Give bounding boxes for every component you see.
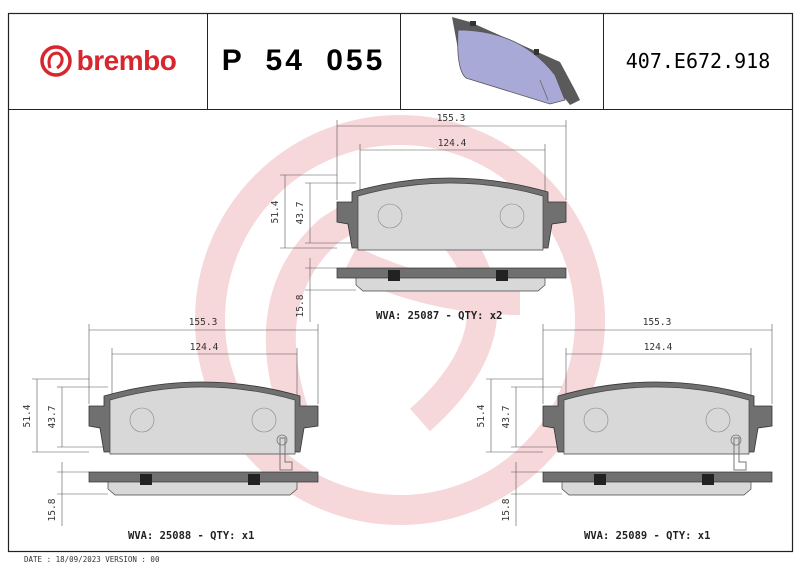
dim-height-friction: 43.7 [501,406,512,429]
dim-width-friction: 124.4 [190,342,219,353]
dim-width-overall: 155.3 [189,317,218,328]
pad-drawing-2: 155.3 124.4 51.4 43.7 15.8 [22,317,319,526]
wva-label-2: WVA: 25088 - QTY: x1 [128,530,255,542]
clip-tab [496,270,508,281]
clip-tab [702,474,714,485]
side-friction [561,481,752,496]
dim-width-friction: 124.4 [644,342,673,353]
friction-material [563,386,750,455]
brembo-logo-icon [39,45,72,77]
side-backplate [542,471,773,483]
hole-outline [583,407,609,433]
dim-width-friction: 124.4 [438,138,467,149]
pad-drawing-1: 155.3 124.4 51.4 43.7 15.8 [270,113,567,322]
clip-tab [594,474,606,485]
reference-code: 407.E672.918 [625,49,771,73]
part-number: P 54 055 [221,44,386,77]
side-friction [355,277,546,292]
clip-tab [388,270,400,281]
dim-width-overall: 155.3 [437,113,466,124]
hole-outline [705,407,731,433]
side-friction [107,481,298,496]
brand-logo: brembo [8,13,207,109]
dim-thickness: 15.8 [47,498,58,521]
dim-width-overall: 155.3 [643,317,672,328]
hole-outline [499,203,525,229]
pad-3d-image [452,17,580,105]
hole-outline [251,407,277,433]
wear-sensor-ring [276,434,288,446]
clip-tab [248,474,260,485]
dim-height-overall: 51.4 [270,200,281,223]
wva-label-1: WVA: 25087 - QTY: x2 [376,310,503,322]
wear-sensor-ring [730,434,742,446]
wva-label-3: WVA: 25089 - QTY: x1 [584,530,711,542]
footer-date-version: DATE : 18/09/2023 VERSION : 00 [24,555,160,564]
hole-outline [129,407,155,433]
clip-tab [140,474,152,485]
dim-thickness: 15.8 [501,498,512,521]
friction-material [109,386,296,455]
dim-height-overall: 51.4 [22,404,33,427]
side-backplate [88,471,319,483]
frame [7,12,794,553]
brand-name: brembo [76,45,177,76]
side-backplate [336,267,567,279]
hole-outline [377,203,403,229]
dim-thickness: 15.8 [295,294,306,317]
friction-material [357,182,544,251]
dim-height-friction: 43.7 [47,406,58,429]
wear-sensor-clip [733,437,747,471]
dim-height-friction: 43.7 [295,202,306,225]
wear-sensor-clip [279,437,293,471]
pad-drawing-3: 155.3 124.4 51.4 43.7 15.8 [476,317,773,526]
dim-height-overall: 51.4 [476,404,487,427]
